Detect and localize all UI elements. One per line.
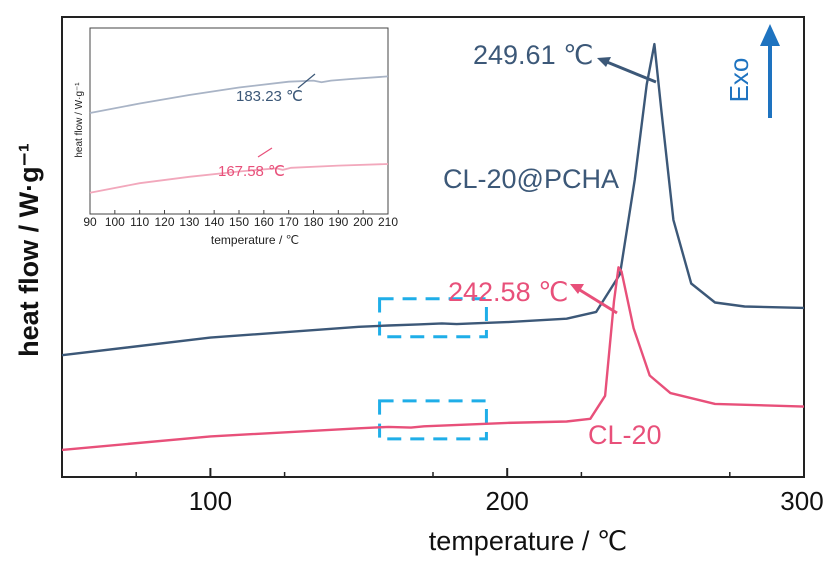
inset-x-tick-label: 90 [83, 215, 97, 229]
inset-x-tick-label: 100 [105, 215, 125, 229]
x-tick-label: 300 [780, 486, 823, 516]
inset-x-tick-label: 150 [229, 215, 249, 229]
inset-x-tick-label: 160 [254, 215, 274, 229]
inset-series-line [89, 163, 389, 194]
pcha-peak-arrowhead [597, 57, 611, 67]
exo-indicator: Exo [724, 24, 780, 118]
x-tick-label: 200 [486, 486, 529, 516]
highlight-box [378, 399, 488, 441]
inset-cl20-label: 167.58 ℃ [218, 163, 285, 180]
highlight-boxes [378, 297, 488, 441]
inset-frame [89, 27, 389, 215]
inset-x-tick-label: 120 [154, 215, 174, 229]
x-tick-label: 100 [189, 486, 232, 516]
y-axis-title: heat flow / W·g⁻¹ [14, 143, 44, 357]
exo-label: Exo [724, 58, 754, 103]
series-lines [61, 42, 805, 452]
inset-x-tick-label: 130 [179, 215, 199, 229]
series-label-pcha: CL-20@PCHA [443, 164, 619, 194]
inset-x-axis-ticks: 90 100 110 120 130 140 150 160 170 180 190 200 210 [83, 210, 398, 229]
cl20-peak-arrowhead [570, 284, 584, 294]
series-label-cl20: CL-20 [588, 420, 662, 450]
inset-series-lines [89, 75, 389, 194]
pcha-peak-arrow-line [601, 58, 657, 84]
series-line [61, 42, 805, 357]
cl20-peak-arrow-line [574, 285, 618, 315]
inset-x-tick-label: 200 [353, 215, 373, 229]
inset-pcha-label: 183.23 ℃ [236, 88, 303, 105]
pcha-peak-label: 249.61 ℃ [473, 40, 593, 70]
inset-pcha-arrow [297, 73, 316, 89]
x-axis-ticks: 100 200 300 [135, 468, 824, 516]
inset-x-axis-title: temperature / ℃ [211, 233, 299, 247]
inset-cl20-arrow [257, 147, 273, 158]
inset-x-tick-label: 170 [279, 215, 299, 229]
inset-x-tick-label: 190 [328, 215, 348, 229]
peak-annotation-cl20: 242.58 ℃ [448, 277, 618, 315]
inset-x-tick-label: 110 [130, 215, 149, 229]
x-axis-title: temperature / ℃ [429, 526, 627, 556]
highlight-box [378, 297, 488, 339]
inset-y-axis-title: heat flow / W·g⁻¹ [74, 82, 85, 158]
cl20-peak-label: 242.58 ℃ [448, 277, 568, 307]
inset-x-tick-label: 140 [204, 215, 224, 229]
exo-arrowhead [760, 24, 780, 46]
inset-series-line [89, 75, 389, 114]
inset-x-tick-label: 180 [303, 215, 323, 229]
peak-annotation-pcha: 249.61 ℃ [473, 40, 657, 84]
series-line [61, 266, 805, 452]
inset-chart: 90 100 110 120 130 140 150 160 170 180 190 200 210 t… [74, 27, 398, 247]
inset-x-tick-label: 210 [378, 215, 398, 229]
